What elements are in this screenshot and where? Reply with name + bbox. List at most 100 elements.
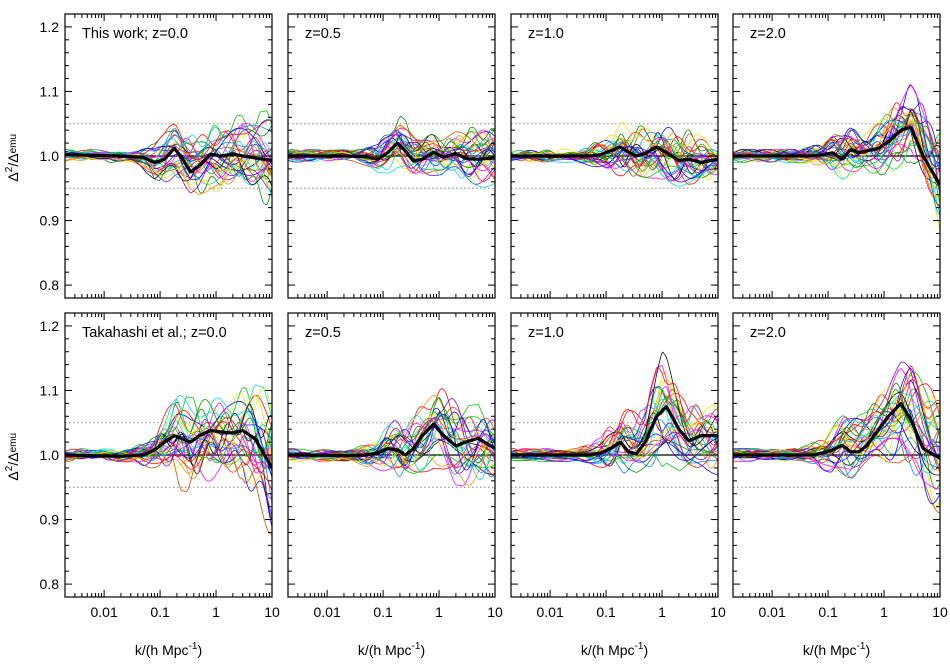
x-axis-label-part: -1 [412,641,421,652]
ensemble-curve [511,366,718,456]
ensemble-curve [511,125,718,161]
ensemble-curve [511,146,718,177]
panel-label: z=2.0 [750,325,786,341]
y-ticks [733,26,940,286]
x-tick-label: 0.1 [596,604,616,620]
ensemble-curve [733,392,940,455]
ensemble-curve [288,138,495,172]
y-tick-label: 1.1 [40,83,60,99]
ensemble-curve [288,414,495,471]
y-axis-label-part: /Δ [5,452,21,465]
panel-5: 0.8 0.9 1.0 1.1 1.2 0.01 0.1 1 10 Takahashi et al… [40,312,280,620]
panel-6: 0.01 0.1 1 10 z=0.5 [287,312,503,620]
ensemble-curve [288,429,495,474]
x-ticks [64,313,273,597]
panel-label: z=2.0 [750,26,786,42]
x-axis-label-part: -1 [857,641,866,652]
x-axis-label-part: k/(h Mpc [803,642,857,658]
y-ticks [65,26,272,286]
mean-curve [65,428,272,469]
x-axis-label-part: -1 [189,641,198,652]
x-tick-label: 10 [487,604,503,620]
ensemble-curve [733,123,940,216]
x-axis-label-part: ) [420,642,425,658]
x-axis-label-part: ) [197,642,202,658]
ensemble-curve [65,125,272,173]
ensemble-curve [511,371,718,462]
ensemble-curve [733,409,940,505]
x-axis-label: k/(h Mpc-1) [803,641,870,658]
x-tick-label: 1 [880,604,888,620]
y-axis-label: Δ2/Δemu2 [0,429,21,481]
y-axis-label-part: Δ [5,471,21,480]
ensemble-curve [65,146,272,176]
mean-curve [65,147,272,174]
x-ticks [732,14,941,298]
x-ticks [64,14,273,298]
x-ticks [287,313,496,597]
y-axis-label-part: 2 [0,429,3,435]
y-axis-label-part: 2 [4,465,15,471]
x-ticks [287,14,496,298]
ensemble-curve [733,387,940,458]
y-axis-label-part: 2 [0,130,3,136]
ensemble-curve [511,134,718,177]
x-tick-label: 1 [658,604,666,620]
x-tick-label: 0.1 [818,604,838,620]
panel-label: z=0.5 [305,325,341,341]
ensemble-curve [733,429,940,470]
x-axis-label: k/(h Mpc-1) [135,641,202,658]
mean-curve [288,141,495,163]
ensemble-curve [288,394,495,456]
ensemble-curve [733,102,940,164]
y-axis-labels: Δ2/Δemu2Δ2/Δemu2 [0,130,21,481]
ensemble-curve [733,361,940,456]
x-ticks [732,313,941,597]
y-tick-label: 1.0 [40,148,60,164]
x-axis-label-part: -1 [635,641,644,652]
panel-label: z=1.0 [528,325,564,341]
mean-curve [511,405,718,457]
y-ticks [288,325,495,585]
ensemble-curve [511,351,718,456]
ensemble-curve [65,397,272,456]
y-tick-label: 1.1 [40,382,60,398]
x-tick-label: 0.01 [313,604,340,620]
ensemble-curve [288,115,495,160]
x-tick-label: 0.1 [373,604,393,620]
ensemble-curve [733,112,940,206]
mean-curve [733,125,940,186]
panel-label: z=1.0 [528,26,564,42]
ensemble-curve [65,127,272,180]
panel-8: 0.01 0.1 1 10 z=2.0 [732,312,948,620]
ensemble-curve [288,130,495,163]
panel-grid: 0.8 0.9 1.0 1.1 1.2 This work; z=0.0 z=0.5 z=1.… [40,13,948,620]
x-ticks [510,14,719,298]
x-axis-label-part: k/(h Mpc [358,642,412,658]
ensemble-curve [511,452,718,472]
mean-curve [288,422,495,458]
x-tick-label: 10 [264,604,280,620]
x-axis-label-part: k/(h Mpc [135,642,189,658]
ensemble-curve [65,126,272,168]
ensemble-curve [511,392,718,455]
y-ticks [511,26,718,286]
panel-label: This work; z=0.0 [82,26,188,42]
y-axis-label-part: /Δ [5,153,21,166]
mean-curve [733,402,940,460]
ensemble-curve [65,149,272,194]
x-tick-label: 0.01 [90,604,117,620]
x-tick-label: 1 [212,604,220,620]
x-axis-labels: k/(h Mpc-1) k/(h Mpc-1) k/(h Mpc-1) k/(h Mp… [135,641,870,658]
y-axis-label-part: emu [8,433,19,452]
x-tick-label: 0.01 [758,604,785,620]
ensemble-curve [288,420,495,477]
mean-curve [511,145,718,164]
ensemble-curve [733,433,940,476]
x-axis-label: k/(h Mpc-1) [358,641,425,658]
y-tick-label: 1.2 [40,19,60,35]
y-tick-label: 0.9 [40,213,60,229]
y-tick-label: 0.8 [40,576,60,592]
ensemble-curve [511,141,718,187]
